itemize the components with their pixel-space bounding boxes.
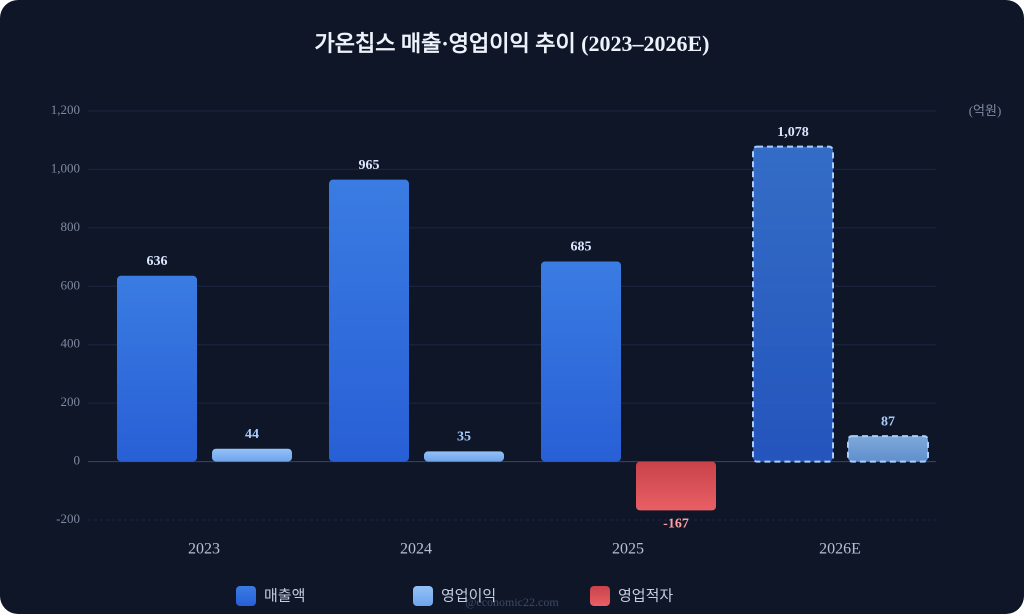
bar [212, 448, 292, 462]
bar [847, 435, 929, 463]
x-tick-label: 2024 [400, 541, 432, 558]
unit-label: (억원) [969, 103, 1002, 118]
y-tick-label: 0 [74, 453, 81, 468]
y-tick-label: 600 [61, 277, 81, 292]
y-tick-label: 200 [61, 394, 81, 409]
bar [329, 179, 409, 462]
watermark: @economic22.com [465, 595, 559, 609]
legend-swatch [590, 586, 610, 606]
y-tick-label: -200 [56, 511, 80, 526]
y-tick-label: 800 [61, 219, 81, 234]
bar [541, 261, 621, 462]
y-tick-label: 1,000 [51, 160, 80, 175]
bar [117, 275, 197, 462]
y-tick-label: 1,200 [51, 102, 80, 117]
value-label: -167 [663, 517, 689, 532]
x-tick-label: 2023 [188, 541, 220, 558]
x-tick-label: 2025 [612, 541, 644, 558]
value-label: 87 [881, 414, 895, 429]
x-tick-label: 2026E [819, 541, 861, 558]
y-tick-label: 400 [61, 336, 81, 351]
value-label: 636 [147, 254, 168, 269]
value-label: 44 [245, 427, 259, 442]
chart-title: 가온칩스 매출·영업이익 추이 (2023–2026E) [314, 31, 709, 56]
value-label: 35 [457, 430, 471, 445]
bar [752, 145, 834, 463]
value-label: 1,078 [777, 125, 809, 140]
legend-label: 영업적자 [618, 587, 673, 604]
legend-swatch [413, 586, 433, 606]
legend-swatch [236, 586, 256, 606]
bar [424, 451, 504, 462]
bar [636, 461, 716, 511]
legend-label: 매출액 [264, 587, 305, 604]
value-label: 965 [359, 158, 380, 173]
value-label: 685 [571, 240, 592, 255]
legend-label: 영업이익 [441, 587, 496, 604]
